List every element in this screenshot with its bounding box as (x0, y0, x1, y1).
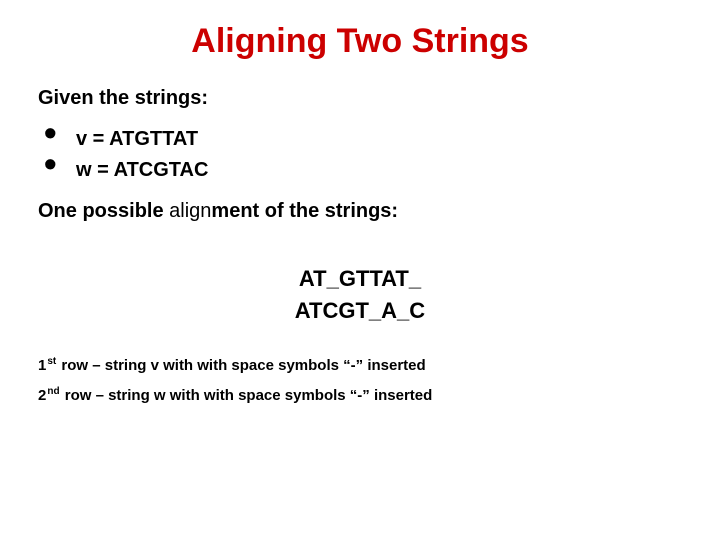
intro-text: Given the strings: (38, 87, 682, 110)
footnote-1-text: row – string v with with space symbols “… (57, 357, 425, 374)
one-possible-tail: ment of the strings: (211, 200, 398, 222)
one-possible-lead: One possible (38, 200, 169, 222)
bullet-item-w: w = ATCGTAC (42, 155, 682, 186)
alignment-row-2: ATCGT_A_C (38, 295, 682, 327)
alignment-row-1: AT_GTTAT_ (38, 263, 682, 295)
bullet-list: v = ATGTTAT w = ATCGTAC (42, 124, 682, 186)
footnote-2-sup: nd (47, 386, 59, 397)
footnote-1-num: 1 (38, 357, 46, 374)
footnote-1-sup: st (47, 356, 56, 367)
footnote-2-num: 2 (38, 387, 46, 404)
footnote-row-2: 2nd row – string w with with space symbo… (38, 385, 682, 406)
alignment-block: AT_GTTAT_ ATCGT_A_C (38, 263, 682, 327)
slide-title: Aligning Two Strings (38, 22, 682, 61)
one-possible-text: One possible alignment of the strings: (38, 200, 682, 223)
slide: Aligning Two Strings Given the strings: … (0, 0, 720, 540)
bullet-item-v: v = ATGTTAT (42, 124, 682, 155)
footnote-2-text: row – string w with with space symbols “… (61, 387, 433, 404)
one-possible-mid: align (169, 200, 211, 222)
footnote-row-1: 1st row – string v with with space symbo… (38, 355, 682, 376)
